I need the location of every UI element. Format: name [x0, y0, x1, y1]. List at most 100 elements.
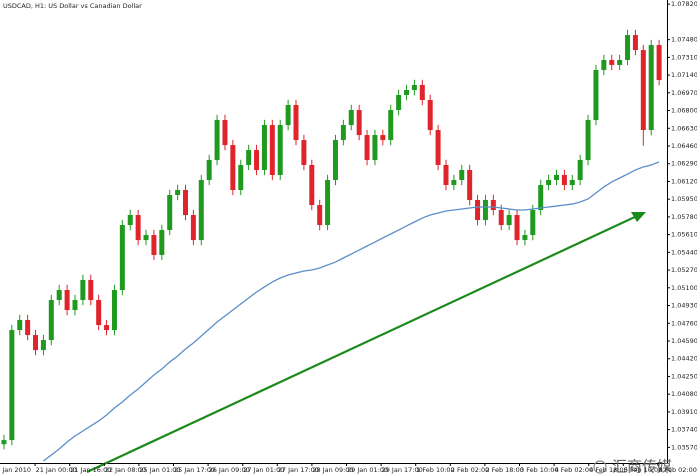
candle-body — [48, 300, 54, 341]
candle-body — [617, 59, 623, 65]
candle-body — [238, 164, 244, 190]
x-tick-label: 3 Feb 10:00 — [520, 466, 559, 474]
x-tick-label: 2 Feb 02:00 — [451, 466, 490, 474]
candle-body — [427, 100, 433, 131]
chart-title: USDCAD, H1: US Dollar vs Canadian Dollar — [3, 2, 142, 10]
candle-body — [372, 135, 378, 160]
x-tick-label: 27 Jan 17:00 — [278, 466, 319, 474]
y-tick-label: 1.03910 — [671, 408, 697, 416]
candle-body — [593, 69, 599, 121]
candle-body — [396, 94, 402, 111]
candle-body — [467, 169, 473, 201]
candle-body — [206, 159, 212, 180]
y-tick-label: 1.05440 — [671, 248, 697, 256]
candle-body — [561, 174, 567, 185]
x-tick-label: 20 Jan 2010 — [0, 466, 31, 474]
x-tick-label: 5 Feb 10:00 — [624, 466, 663, 474]
candle-body — [340, 125, 346, 141]
candle-body — [325, 179, 331, 226]
candle-body — [364, 135, 370, 160]
candle-body — [190, 215, 196, 241]
y-tick-label: 1.05270 — [671, 266, 697, 274]
x-tick-label: 29 Jan 17:00 — [382, 466, 423, 474]
candle-body — [404, 89, 410, 95]
candle-body — [569, 179, 575, 185]
candle-body — [119, 225, 125, 291]
y-tick-label: 1.05950 — [671, 195, 697, 203]
candle-body — [640, 50, 646, 131]
candle-body — [72, 300, 78, 311]
candle-body — [601, 59, 607, 70]
candle-body — [388, 110, 394, 141]
candle-body — [546, 179, 552, 185]
candle-body — [246, 150, 252, 165]
y-tick-label: 1.04080 — [671, 390, 697, 398]
candle-body — [214, 120, 220, 160]
candle-body — [293, 105, 299, 141]
candle-body — [143, 235, 149, 241]
candle-body — [17, 320, 23, 331]
candle-body — [269, 125, 275, 175]
x-tick-label: 4 Feb 18:00 — [589, 466, 628, 474]
y-tick-label: 1.07820 — [671, 0, 697, 8]
y-tick-label: 1.04930 — [671, 302, 697, 310]
y-tick-label: 1.05610 — [671, 231, 697, 239]
y-tick-label: 1.04250 — [671, 372, 697, 380]
candle-body — [332, 140, 338, 180]
plot-area — [1, 29, 662, 462]
candle-body — [482, 200, 488, 221]
candle-body — [167, 195, 173, 231]
x-tick-label: 21 Jan 16:00 — [70, 466, 111, 474]
candle-body — [1, 440, 7, 445]
x-tick-label: 22 Jan 08:00 — [105, 466, 146, 474]
moving-average-line — [43, 161, 660, 462]
y-tick-label: 1.05780 — [671, 213, 697, 221]
x-tick-label: 8 Feb 02:00 — [658, 466, 697, 474]
candle-body — [277, 125, 283, 175]
candle-body — [25, 320, 31, 336]
x-tick-label: 28 Jan 09:00 — [312, 466, 353, 474]
candle-body — [254, 150, 260, 170]
y-tick-label: 1.04590 — [671, 337, 697, 345]
candle-body — [585, 120, 591, 160]
candle-body — [285, 105, 291, 126]
candle-body — [530, 210, 536, 236]
candle-body — [609, 59, 615, 65]
candle-body — [348, 110, 354, 126]
y-tick-label: 1.06120 — [671, 177, 697, 185]
y-tick-label: 1.06630 — [671, 124, 697, 132]
candle-body — [230, 145, 236, 190]
x-tick-label: 27 Jan 01:00 — [243, 466, 284, 474]
y-tick-label: 1.06290 — [671, 160, 697, 168]
candle-body — [151, 235, 157, 255]
candle-body — [182, 189, 188, 216]
x-tick-label: 1 Feb 10:00 — [416, 466, 455, 474]
candle-body — [506, 215, 512, 226]
candle-body — [648, 45, 654, 131]
candle-body — [538, 184, 544, 211]
x-tick-label: 21 Jan 00:00 — [36, 466, 77, 474]
candle-body — [64, 290, 70, 311]
x-tick-label: 26 Jan 09:00 — [209, 466, 250, 474]
candle-body — [435, 130, 441, 165]
candle-body — [135, 215, 141, 241]
candle-body — [522, 235, 528, 241]
candle-body — [380, 135, 386, 141]
candle-body — [261, 125, 267, 170]
candle-body — [88, 279, 94, 301]
y-tick-label: 1.03740 — [671, 426, 697, 434]
x-tick-label: 4 Feb 02:00 — [555, 466, 594, 474]
watermark-text: 汇商传媒 — [612, 458, 672, 476]
y-tick-label: 1.03570 — [671, 443, 697, 451]
candle-body — [490, 200, 496, 211]
candle-body — [159, 230, 165, 255]
candle-body — [33, 335, 39, 351]
candle-body — [632, 35, 638, 51]
y-tick-label: 1.05100 — [671, 284, 697, 292]
candle-body — [356, 110, 362, 136]
y-tick-label: 1.04760 — [671, 319, 697, 327]
candle-body — [309, 164, 315, 206]
y-tick-label: 1.06800 — [671, 107, 697, 115]
candle-body — [9, 330, 15, 441]
